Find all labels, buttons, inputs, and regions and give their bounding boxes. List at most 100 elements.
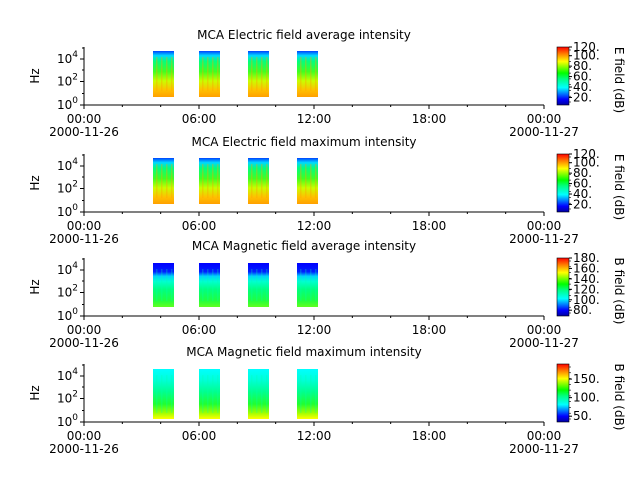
data-block-texture <box>266 375 268 413</box>
data-block-texture <box>305 375 307 413</box>
x-tick-label: 00:00 <box>67 323 102 337</box>
x-date-label: 2000-11-27 <box>509 232 579 246</box>
data-block <box>199 263 220 307</box>
y-tick-label: 104 <box>57 261 78 277</box>
colorbar-tick-label: 60. <box>573 177 592 191</box>
y-axis-label: Hz <box>28 385 42 400</box>
data-block-texture <box>251 164 253 198</box>
colorbar <box>556 257 570 317</box>
data-block-texture <box>161 164 163 198</box>
colorbar-tick-label: 120. <box>573 147 600 161</box>
data-block-texture <box>310 375 312 413</box>
data-block-texture <box>266 164 268 198</box>
x-date-label: 2000-11-27 <box>509 125 579 139</box>
data-block-texture <box>202 269 204 301</box>
colorbar-tick-label: 60. <box>573 70 592 84</box>
colorbar <box>556 153 570 213</box>
data-block-texture <box>212 269 214 301</box>
x-tick-label: 18:00 <box>412 112 447 126</box>
x-date-label: 2000-11-27 <box>509 442 579 456</box>
data-block <box>153 158 174 204</box>
data-block-texture <box>261 375 263 413</box>
y-tick-label: 100 <box>57 307 78 323</box>
colorbar-tick-label: 100. <box>573 156 600 170</box>
panel-3: MCA Magnetic field average intensity 100 1… <box>28 239 626 350</box>
data-block <box>199 51 220 97</box>
data-block-texture <box>300 375 302 413</box>
colorbar-tick-label: 20. <box>573 90 592 104</box>
x-tick-label: 06:00 <box>182 112 217 126</box>
x-tick-label: 12:00 <box>297 323 332 337</box>
colorbar-tick-label: 80. <box>573 303 592 317</box>
data-block-texture <box>251 57 253 91</box>
data-block <box>297 263 318 307</box>
x-tick-label: 12:00 <box>297 429 332 443</box>
colorbar-tick-label: 80. <box>573 166 592 180</box>
colorbar-label: E field (dB) <box>612 154 626 220</box>
data-block-texture <box>266 57 268 91</box>
data-block-texture <box>261 269 263 301</box>
colorbar-tick-label: 160. <box>573 261 600 275</box>
data-block-texture <box>166 57 168 91</box>
data-block-texture <box>256 57 258 91</box>
data-block-texture <box>161 269 163 301</box>
y-tick-label: 102 <box>57 180 78 196</box>
data-block-texture <box>305 269 307 301</box>
colorbar-tick-label: 100. <box>573 391 600 405</box>
data-block-texture <box>212 164 214 198</box>
data-block <box>153 369 174 419</box>
colorbar-tick-label: 80. <box>573 59 592 73</box>
data-block-texture <box>156 164 158 198</box>
data-block-texture <box>300 57 302 91</box>
data-block-texture <box>212 57 214 91</box>
colorbar-tick-label: 20. <box>573 197 592 211</box>
data-block-texture <box>156 57 158 91</box>
x-tick-label: 18:00 <box>412 429 447 443</box>
colorbar <box>556 363 570 423</box>
data-block-texture <box>217 375 219 413</box>
colorbar-tick-label: 50. <box>573 409 592 423</box>
y-axis-label: Hz <box>28 279 42 294</box>
data-block-texture <box>217 57 219 91</box>
x-tick-label: 06:00 <box>182 323 217 337</box>
data-block-texture <box>166 269 168 301</box>
data-block-texture <box>156 269 158 301</box>
data-block <box>199 369 220 419</box>
colorbar-label: B field (dB) <box>612 258 626 325</box>
panel-title: MCA Magnetic field average intensity <box>192 239 416 253</box>
data-block-texture <box>310 164 312 198</box>
y-tick-label: 102 <box>57 390 78 406</box>
x-tick-label: 06:00 <box>182 219 217 233</box>
colorbar-tick-label: 120. <box>573 282 600 296</box>
x-tick-label: 18:00 <box>412 323 447 337</box>
y-tick-label: 104 <box>57 50 78 66</box>
data-block-texture <box>261 164 263 198</box>
data-block <box>248 51 269 97</box>
data-block-texture <box>166 164 168 198</box>
data-block <box>248 369 269 419</box>
data-block <box>297 369 318 419</box>
y-tick-label: 102 <box>57 284 78 300</box>
data-block-texture <box>300 164 302 198</box>
data-block-texture <box>212 375 214 413</box>
x-tick-label: 12:00 <box>297 112 332 126</box>
x-tick-label: 18:00 <box>412 219 447 233</box>
x-date-label: 2000-11-27 <box>509 336 579 350</box>
x-date-label: 2000-11-26 <box>49 232 119 246</box>
data-block-texture <box>171 57 173 91</box>
y-tick-label: 100 <box>57 413 78 429</box>
data-block-texture <box>315 164 317 198</box>
panel-4: MCA Magnetic field maximum intensity 100 1… <box>28 345 626 456</box>
data-block <box>248 263 269 307</box>
colorbar-tick-label: 40. <box>573 80 592 94</box>
colorbar-label: E field (dB) <box>612 47 626 113</box>
colorbar-label: B field (dB) <box>612 364 626 431</box>
data-block-texture <box>256 375 258 413</box>
x-date-label: 2000-11-26 <box>49 442 119 456</box>
data-block <box>153 263 174 307</box>
data-block-texture <box>171 164 173 198</box>
data-block-texture <box>315 57 317 91</box>
y-tick-label: 104 <box>57 157 78 173</box>
data-block <box>297 158 318 204</box>
